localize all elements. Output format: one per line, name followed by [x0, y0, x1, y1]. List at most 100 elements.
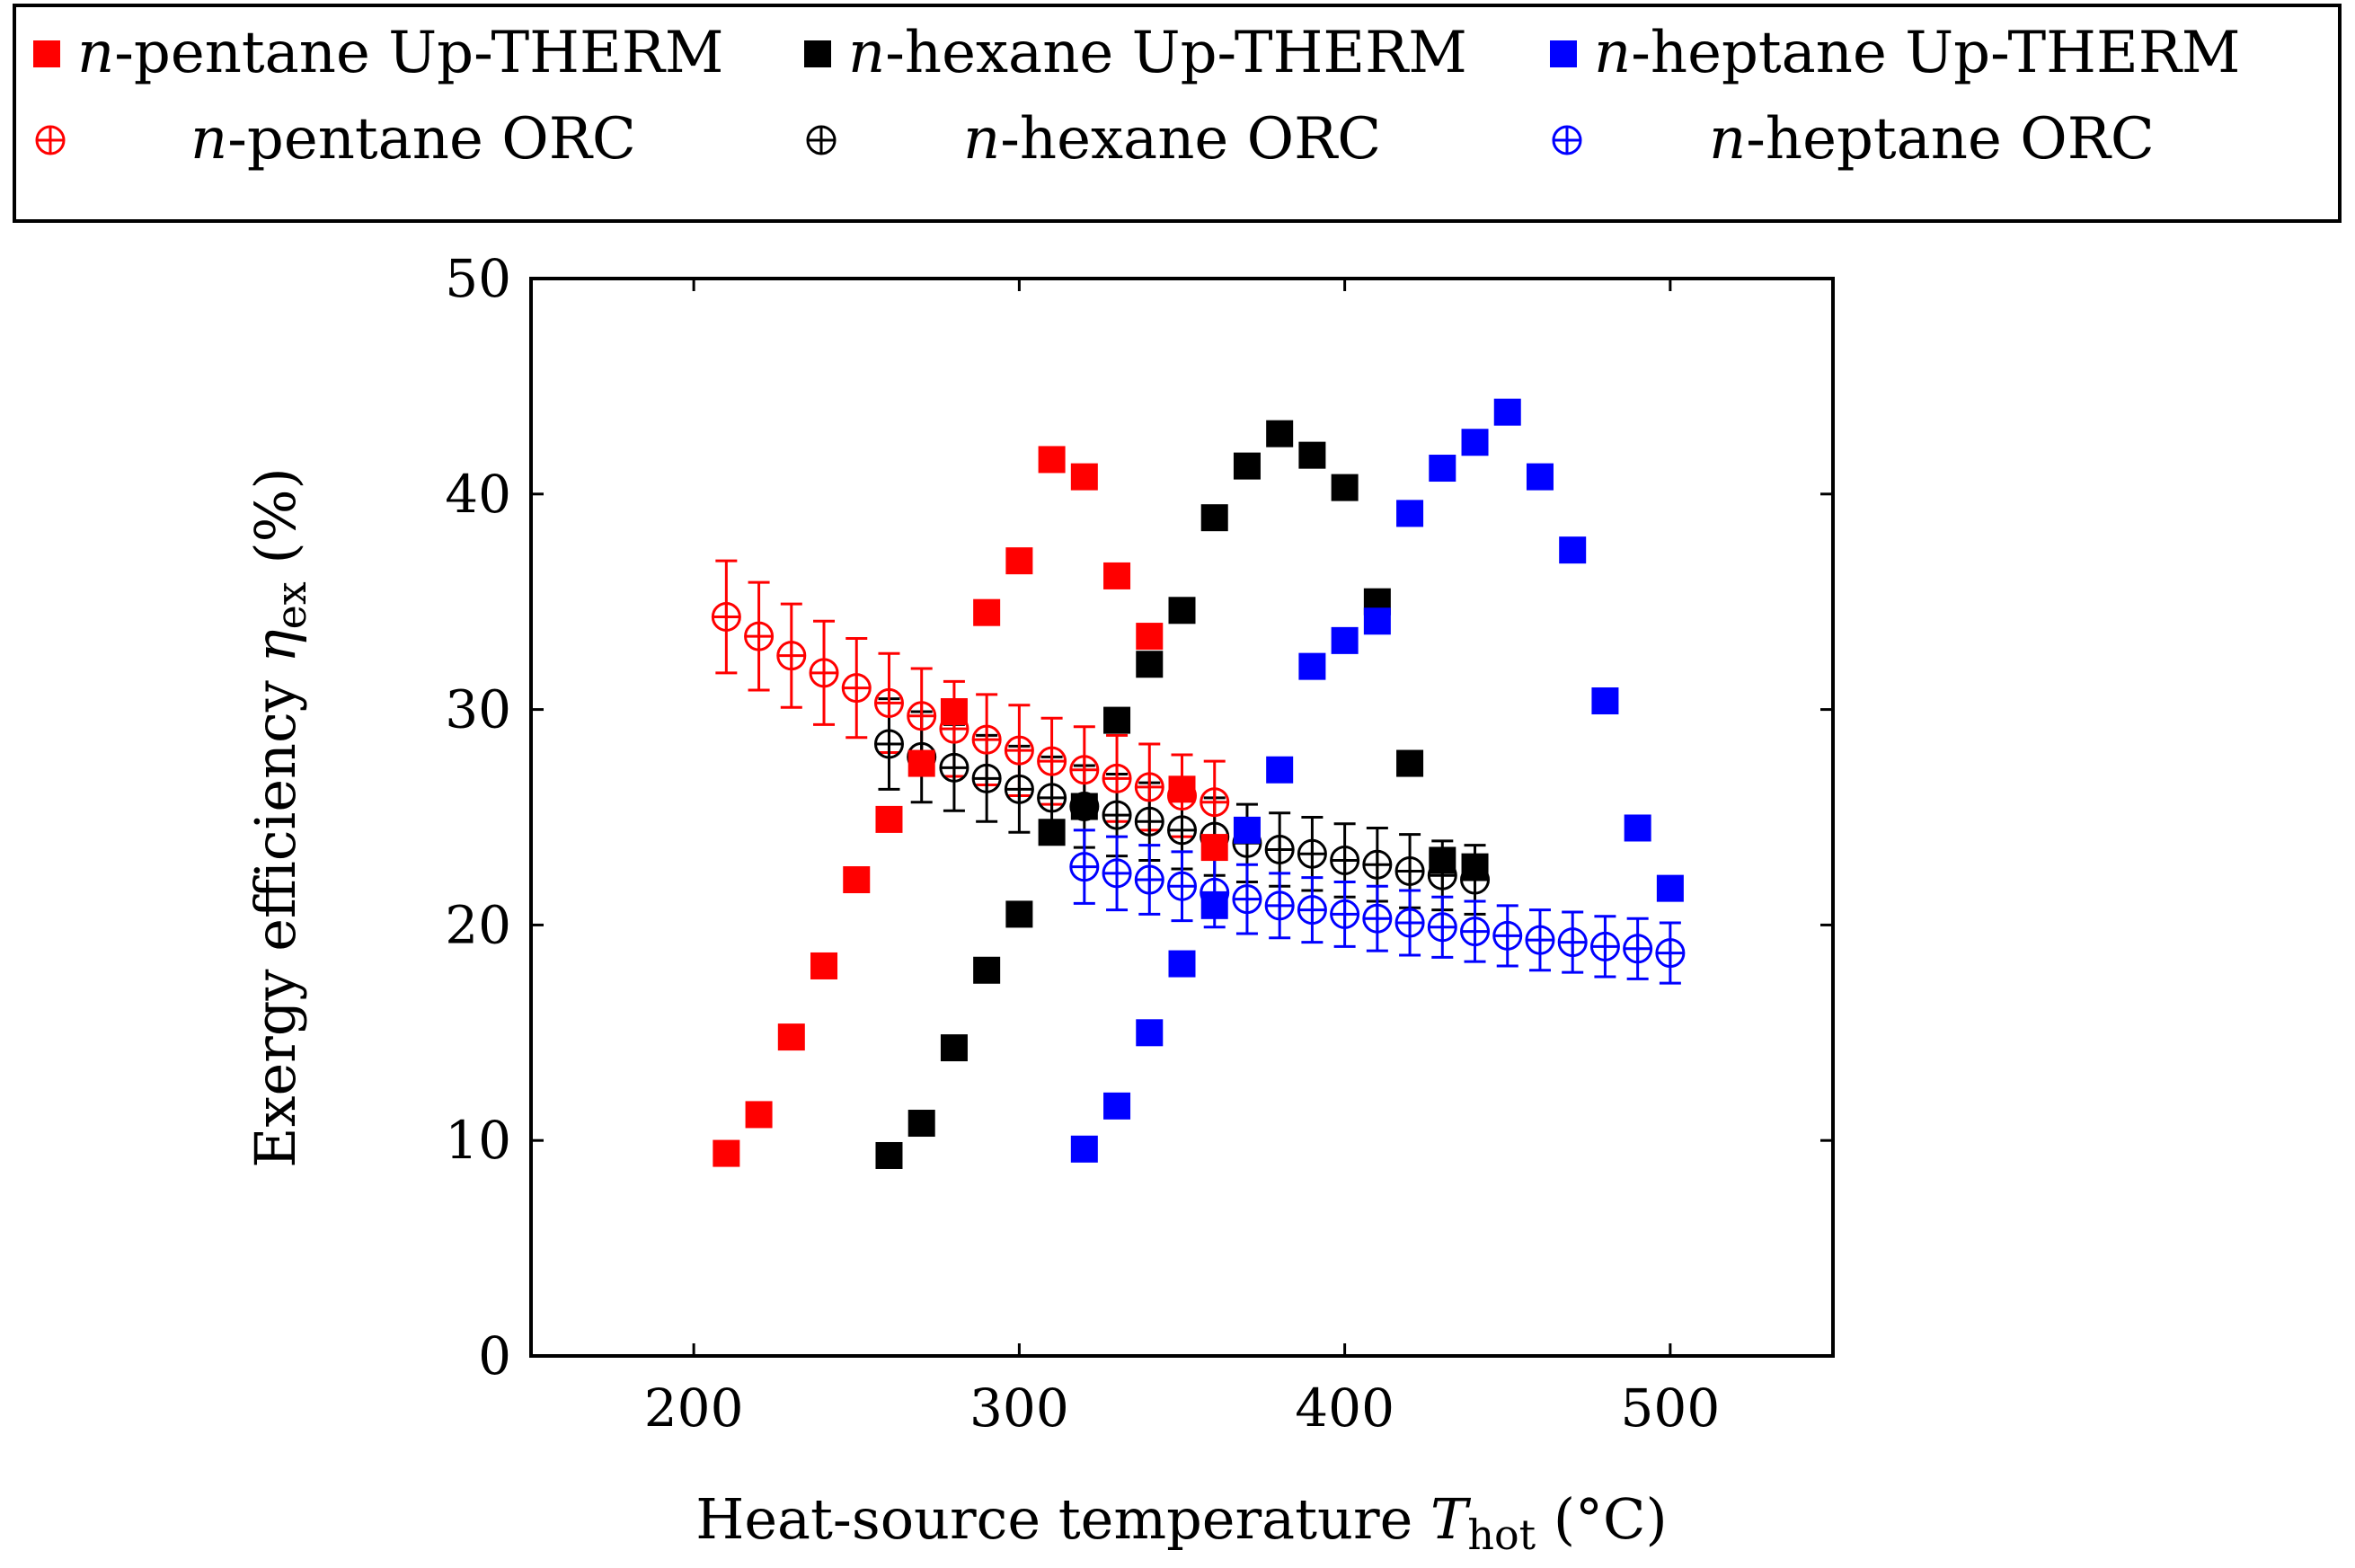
legend-entry: n-pentane ORC	[35, 106, 636, 173]
data-point	[1297, 838, 1327, 869]
data-point	[1427, 912, 1457, 943]
data-point	[776, 641, 807, 671]
data-point	[1102, 800, 1132, 830]
data-markers	[711, 398, 1686, 1169]
data-point	[1330, 845, 1360, 875]
data-point	[1136, 1019, 1164, 1047]
data-point	[1134, 806, 1164, 837]
x-tick-label: 400	[1295, 1378, 1394, 1439]
data-point	[1591, 687, 1619, 715]
data-point	[1168, 597, 1196, 625]
y-tick-label: 10	[445, 1110, 511, 1171]
data-point	[1200, 834, 1228, 862]
legend-entry: n-hexane Up-THERM	[804, 20, 1467, 86]
data-point	[1070, 1135, 1098, 1163]
legend-label: n-hexane Up-THERM	[848, 20, 1467, 86]
legend-marker	[1552, 125, 1582, 155]
legend-label: n-heptane Up-THERM	[1594, 20, 2240, 86]
data-point	[1331, 626, 1359, 654]
data-point	[1266, 756, 1294, 784]
data-point	[1656, 874, 1684, 902]
data-point	[1103, 706, 1131, 734]
data-point	[1102, 858, 1132, 889]
x-axis-label: Heat-source temperature Thot (°C)	[695, 1486, 1667, 1559]
data-point	[1134, 864, 1164, 895]
data-point	[777, 1023, 805, 1051]
legend-label: n-pentane Up-THERM	[77, 20, 723, 86]
legend-label: n-heptane ORC	[1709, 106, 2155, 173]
axes-frame	[529, 277, 1835, 1358]
data-point	[973, 598, 1001, 626]
data-point	[1103, 562, 1131, 589]
legend-items: n-pentane Up-THERM n-hexane Up-THERM n-hep…	[33, 20, 2240, 173]
data-point	[809, 658, 839, 688]
data-point	[1136, 651, 1164, 678]
error-bars	[715, 559, 1681, 985]
data-point	[1233, 452, 1261, 480]
data-point	[711, 601, 741, 632]
data-point	[1655, 938, 1686, 969]
data-point	[940, 1034, 968, 1062]
data-point	[1396, 749, 1424, 777]
data-point	[1038, 446, 1066, 474]
data-point	[1298, 652, 1326, 680]
data-point	[1394, 908, 1425, 938]
data-point	[1298, 441, 1326, 469]
data-point	[713, 1139, 740, 1167]
legend-marker	[1550, 40, 1577, 67]
data-point	[1526, 463, 1554, 491]
data-point	[1168, 775, 1196, 803]
legend: n-pentane Up-THERM n-hexane Up-THERM n-hep…	[13, 4, 2342, 223]
data-point	[1005, 547, 1033, 575]
data-point	[1525, 925, 1555, 955]
data-point	[1136, 623, 1164, 651]
data-point	[1362, 849, 1393, 880]
data-point	[1005, 900, 1033, 928]
data-point	[1396, 500, 1424, 527]
legend-marker	[35, 125, 66, 155]
data-point	[873, 687, 904, 718]
data-point	[1557, 927, 1588, 958]
data-point	[1233, 816, 1261, 844]
x-tick-label: 500	[1621, 1378, 1721, 1439]
data-point	[1037, 746, 1067, 776]
data-point	[843, 866, 871, 894]
data-point	[1004, 735, 1034, 766]
y-tick-label: 40	[445, 464, 511, 525]
data-point	[1264, 834, 1295, 864]
data-point	[1266, 420, 1294, 447]
data-point	[1200, 891, 1228, 919]
data-point	[1103, 1092, 1131, 1120]
data-point	[1168, 950, 1196, 978]
data-point	[1362, 903, 1393, 934]
data-point	[1429, 846, 1456, 874]
data-point	[1038, 819, 1066, 846]
data-point	[1069, 852, 1100, 882]
legend-frame	[13, 4, 2342, 223]
data-point	[1297, 895, 1327, 926]
data-point	[940, 697, 968, 725]
data-point	[1492, 920, 1523, 951]
y-tick-label: 50	[445, 248, 511, 309]
data-point	[1331, 474, 1359, 501]
x-tick-label: 200	[644, 1378, 744, 1439]
data-point	[1394, 855, 1425, 886]
y-axis-label: Exergy efficiency ηex (%)	[243, 467, 315, 1168]
data-point	[1069, 755, 1100, 785]
data-point	[1623, 934, 1653, 964]
data-point	[1559, 536, 1587, 564]
legend-label: n-pentane ORC	[190, 106, 636, 173]
data-point	[971, 724, 1002, 755]
data-point	[939, 752, 969, 783]
data-point	[1167, 871, 1197, 901]
data-point	[1200, 787, 1230, 818]
data-point	[1429, 455, 1456, 483]
y-tick-label: 0	[478, 1325, 511, 1386]
data-point	[971, 763, 1002, 793]
data-point	[907, 1110, 935, 1138]
legend-entry: n-heptane ORC	[1552, 106, 2155, 173]
y-tick-label: 30	[445, 679, 511, 740]
data-point	[1167, 815, 1197, 846]
data-point	[1330, 899, 1360, 929]
